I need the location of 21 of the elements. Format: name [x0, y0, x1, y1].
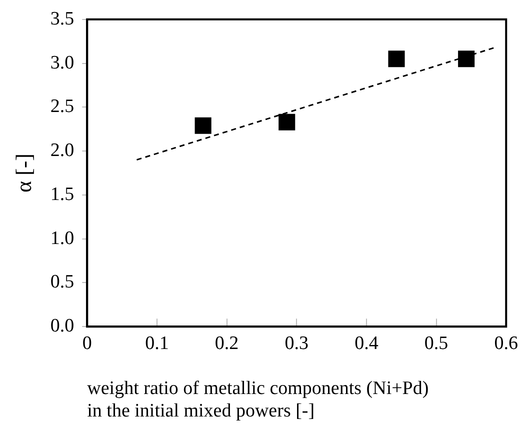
y-tick-label: 0.5 — [50, 272, 74, 293]
x-tick-label: 0.6 — [494, 332, 518, 354]
point — [388, 50, 405, 68]
y-tick-label: 0.0 — [50, 316, 74, 337]
y-tick-label: 1.5 — [50, 184, 74, 205]
y-tick-label: 3.0 — [50, 52, 74, 74]
x-tick-label: 0.3 — [284, 332, 309, 354]
y-tick-label: 2.0 — [50, 140, 74, 162]
x-tick-label: 0.4 — [354, 332, 379, 354]
x-tick-label: 0.2 — [214, 332, 239, 354]
y-tick-label: 3.5 — [50, 8, 74, 30]
x-tick-label: 0 — [82, 332, 92, 354]
point — [458, 50, 475, 68]
y-tick-label: 1.0 — [50, 228, 74, 249]
x-axis-title: weight ratio of metallic components (Ni+Pd) in the initial mixed powers [-] — [87, 378, 429, 422]
point — [278, 114, 296, 130]
point — [194, 117, 212, 134]
x-tick-label: 0.5 — [424, 332, 448, 354]
x-tick-label: 0.1 — [145, 332, 169, 354]
y-axis-title: α [-] — [10, 153, 36, 193]
y-tick-label: 2.5 — [50, 96, 74, 118]
